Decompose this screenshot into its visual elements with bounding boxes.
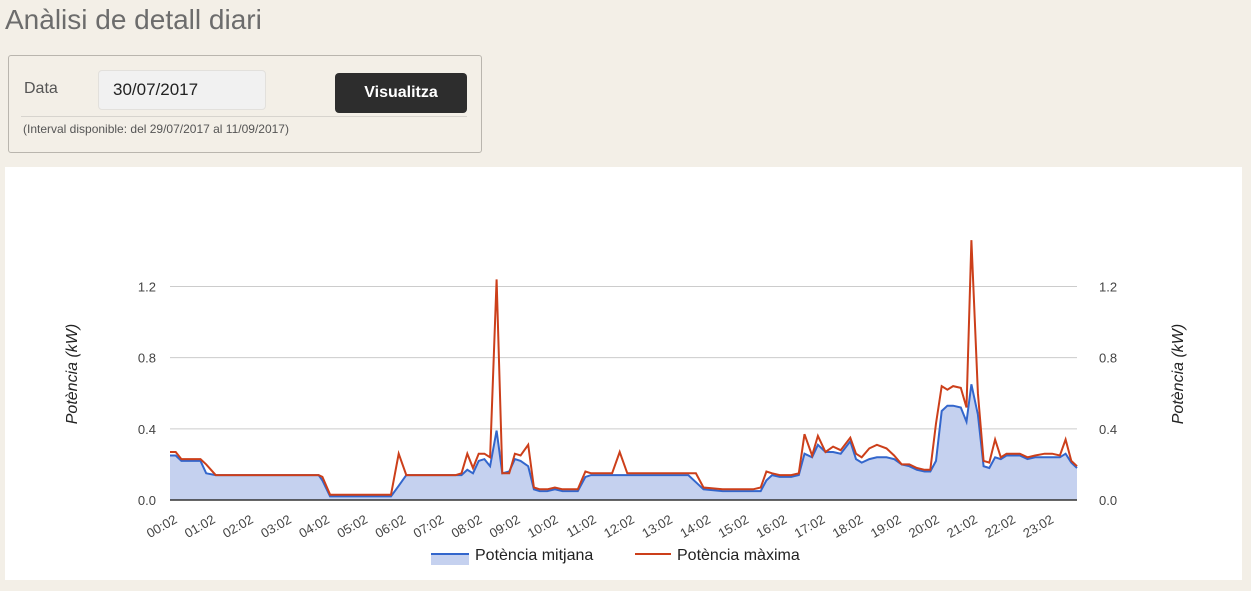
x-tick-label: 23:02 <box>1020 512 1056 541</box>
x-tick-label: 05:02 <box>334 512 370 541</box>
x-tick-label: 09:02 <box>487 512 523 541</box>
legend-mean-label: Potència mitjana <box>475 547 593 564</box>
x-tick-label: 20:02 <box>906 512 942 541</box>
left-y-axis-label: Potència (kW) <box>64 324 81 424</box>
date-input[interactable] <box>98 70 266 110</box>
x-tick-label: 21:02 <box>944 512 980 541</box>
legend-item-mean-power[interactable]: Potència mitjana <box>431 547 593 565</box>
page-title: Anàlisi de detall diari <box>5 4 262 35</box>
x-tick-label: 16:02 <box>754 512 790 541</box>
x-tick-label: 00:02 <box>144 512 180 541</box>
x-tick-label: 12:02 <box>601 512 637 541</box>
gridlines <box>170 285 1077 430</box>
y-tick-label-right: 0.0 <box>1099 493 1117 508</box>
legend-mean-swatch <box>431 554 469 565</box>
legend-max-label: Potència màxima <box>677 547 800 564</box>
x-tick-label: 06:02 <box>372 512 408 541</box>
y-tick-label: 0.4 <box>138 422 156 437</box>
x-tick-label: 22:02 <box>982 512 1018 541</box>
mean-power-area <box>170 384 1077 500</box>
chart-panel: 0.0 0.4 0.8 1.2 0.0 0.4 0.8 1.2 00:02 01:02 02:0… <box>5 167 1242 580</box>
date-label: Data <box>24 80 58 97</box>
x-tick-label: 18:02 <box>830 512 866 541</box>
x-tick-label: 15:02 <box>715 512 751 541</box>
x-tick-label: 11:02 <box>564 512 599 541</box>
x-tick-label: 14:02 <box>677 512 713 541</box>
chart-legend[interactable]: Potència mitjana Potència màxima <box>431 547 800 565</box>
y-tick-label: 1.2 <box>138 279 156 294</box>
y-tick-label-right: 0.4 <box>1099 422 1117 437</box>
x-tick-label: 07:02 <box>411 512 447 541</box>
x-tick-label: 01:02 <box>182 512 218 541</box>
date-filter-panel: Data Visualitza (Interval disponible: de… <box>8 55 482 153</box>
interval-note: (Interval disponible: del 29/07/2017 al … <box>23 122 289 136</box>
visualize-button[interactable]: Visualitza <box>335 73 467 113</box>
x-tick-label: 17:02 <box>792 512 828 541</box>
x-tick-label: 10:02 <box>525 512 561 541</box>
x-tick-label: 03:02 <box>258 512 294 541</box>
x-ticks: 00:02 01:02 02:02 03:02 04:02 05:02 06:02 07:02… <box>144 512 1056 541</box>
x-tick-label: 19:02 <box>868 512 904 541</box>
y-tick-label: 0.0 <box>138 493 156 508</box>
max-power-line <box>170 240 1078 496</box>
y-tick-label-right: 1.2 <box>1099 279 1117 294</box>
legend-item-max-power[interactable]: Potència màxima <box>635 547 800 564</box>
x-tick-label: 04:02 <box>296 512 332 541</box>
y-tick-label-right: 0.8 <box>1099 351 1117 366</box>
right-y-ticks: 0.0 0.4 0.8 1.2 <box>1099 279 1117 508</box>
left-y-ticks: 0.0 0.4 0.8 1.2 <box>138 279 156 508</box>
x-tick-label: 13:02 <box>639 512 675 541</box>
x-tick-label: 02:02 <box>220 512 256 541</box>
power-chart: 0.0 0.4 0.8 1.2 0.0 0.4 0.8 1.2 00:02 01:02 02:0… <box>64 240 1187 565</box>
separator <box>21 116 467 117</box>
y-tick-label: 0.8 <box>138 351 156 366</box>
right-y-axis-label: Potència (kW) <box>1170 324 1187 424</box>
x-tick-label: 08:02 <box>449 512 485 541</box>
